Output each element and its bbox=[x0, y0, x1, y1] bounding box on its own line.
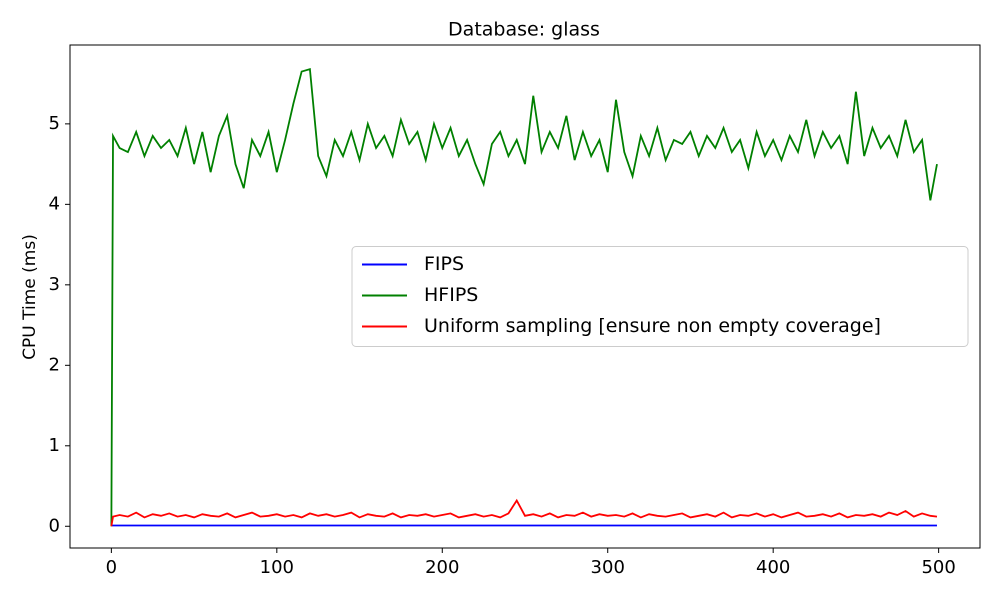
legend-label: Uniform sampling [ensure non empty cover… bbox=[424, 315, 881, 337]
y-tick-label: 0 bbox=[49, 515, 60, 536]
chart-title: Database: glass bbox=[448, 19, 600, 41]
y-tick-label: 2 bbox=[49, 354, 60, 375]
x-tick-label: 400 bbox=[756, 557, 790, 578]
legend-box bbox=[351, 246, 969, 347]
y-axis-label: CPU Time (ms) bbox=[20, 234, 40, 360]
x-tick-label: 100 bbox=[260, 557, 294, 578]
legend-label: FIPS bbox=[424, 253, 464, 275]
x-tick-label: 0 bbox=[106, 557, 117, 578]
series-line bbox=[110, 67, 938, 527]
y-tick-label: 3 bbox=[49, 274, 60, 295]
y-tick-label: 1 bbox=[49, 435, 60, 456]
series-line bbox=[110, 498, 938, 527]
y-tick-label: 5 bbox=[49, 113, 60, 134]
x-tick-label: 500 bbox=[921, 557, 955, 578]
x-tick-label: 200 bbox=[425, 557, 459, 578]
plot-frame bbox=[69, 44, 981, 549]
x-tick-label: 300 bbox=[591, 557, 625, 578]
legend-label: HFIPS bbox=[424, 284, 478, 306]
y-tick-label: 4 bbox=[49, 193, 60, 214]
